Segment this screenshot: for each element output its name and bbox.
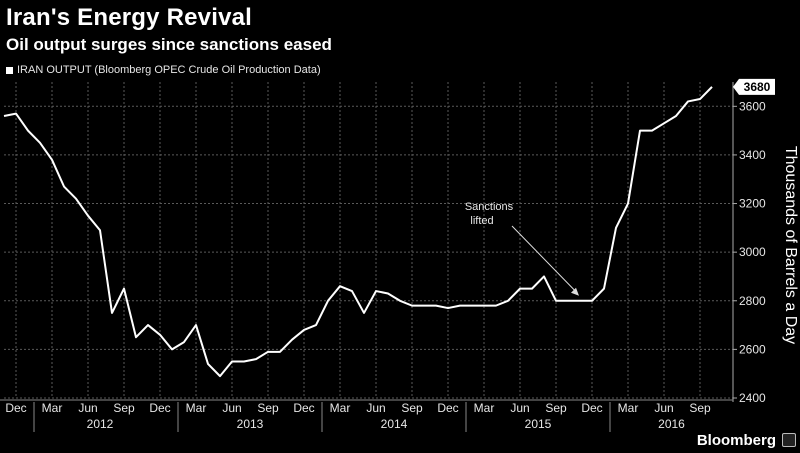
x-tick-label: Jun	[222, 401, 241, 415]
x-year-label: 2015	[525, 417, 552, 431]
legend-swatch	[6, 66, 13, 74]
x-tick-label: Dec	[5, 401, 26, 415]
x-tick-label: Mar	[474, 401, 495, 415]
y-tick-label: 2600	[739, 342, 766, 356]
x-tick-label: Jun	[78, 401, 97, 415]
chart-subtitle: Oil output surges since sanctions eased	[6, 35, 332, 54]
x-tick-label: Sep	[689, 401, 711, 415]
legend-label: IRAN OUTPUT (Bloomberg OPEC Crude Oil Pr…	[17, 64, 321, 76]
annotation-text: Sanctions	[465, 201, 514, 213]
y-axis-label: Thousands of Barrels a Day	[782, 146, 799, 344]
y-tick-label: 3400	[739, 148, 766, 162]
x-tick-label: Dec	[149, 401, 170, 415]
x-tick-label: Jun	[366, 401, 385, 415]
expand-icon[interactable]	[782, 433, 796, 447]
x-tick-label: Dec	[437, 401, 458, 415]
annotation-text: lifted	[470, 215, 493, 227]
y-tick-label: 3200	[739, 197, 766, 211]
x-tick-label: Mar	[42, 401, 63, 415]
series-line-iran-output	[3, 86, 713, 378]
annotation-arrowhead	[571, 287, 579, 296]
x-year-label: 2013	[237, 417, 264, 431]
x-tick-label: Mar	[186, 401, 207, 415]
x-tick-label: Sep	[257, 401, 279, 415]
x-tick-label: Sep	[113, 401, 135, 415]
x-year-label: 2012	[87, 417, 114, 431]
chart-title: Iran's Energy Revival	[6, 4, 253, 31]
x-tick-label: Jun	[510, 401, 529, 415]
y-tick-label: 2400	[739, 391, 766, 405]
x-tick-label: Sep	[401, 401, 423, 415]
x-year-label: 2014	[381, 417, 408, 431]
y-tick-label: 3000	[739, 245, 766, 259]
x-tick-label: Mar	[330, 401, 351, 415]
x-tick-label: Mar	[618, 401, 639, 415]
x-tick-label: Jun	[654, 401, 673, 415]
x-tick-label: Dec	[581, 401, 602, 415]
x-year-label: 2016	[658, 417, 685, 431]
last-value-badge	[733, 78, 775, 95]
bloomberg-logo: Bloomberg	[696, 432, 776, 449]
y-tick-label: 3600	[739, 99, 766, 113]
x-tick-label: Dec	[293, 401, 314, 415]
last-value-label: 3680	[744, 80, 771, 94]
annotation-arrow	[511, 225, 578, 294]
x-tick-label: Sep	[545, 401, 567, 415]
legend: IRAN OUTPUT (Bloomberg OPEC Crude Oil Pr…	[6, 64, 321, 76]
y-tick-label: 2800	[739, 294, 766, 308]
